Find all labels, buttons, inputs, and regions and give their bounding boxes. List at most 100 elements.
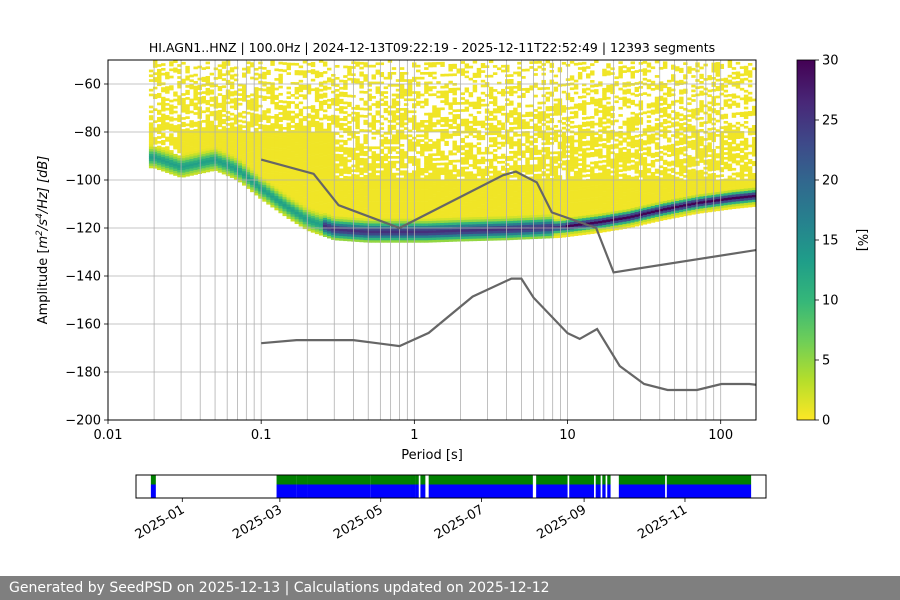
psd-cell <box>561 186 567 190</box>
psd-cell <box>331 145 336 149</box>
psd-cell <box>533 212 538 216</box>
psd-cell <box>391 139 397 142</box>
psd-cell <box>529 150 534 153</box>
psd-cell <box>460 193 466 196</box>
psd-cell <box>197 140 202 143</box>
psd-cell <box>148 110 154 114</box>
psd-cell <box>428 93 433 97</box>
psd-cell <box>343 142 348 146</box>
psd-cell <box>492 149 498 152</box>
psd-cell <box>221 128 227 132</box>
psd-cell <box>262 153 267 157</box>
psd-cell <box>339 209 344 212</box>
psd-cell <box>505 115 510 118</box>
psd-cell <box>298 161 304 165</box>
psd-cell <box>492 153 498 157</box>
psd-cell <box>331 78 336 82</box>
psd-cell <box>480 219 486 222</box>
psd-cell <box>343 197 348 201</box>
psd-cell <box>250 131 255 135</box>
psd-cell <box>476 135 482 138</box>
psd-cell <box>355 107 360 110</box>
psd-cell <box>537 228 542 232</box>
psd-cell <box>189 101 194 104</box>
psd-cell <box>314 116 320 119</box>
psd-cell <box>318 187 324 190</box>
psd-cell <box>343 151 348 155</box>
psd-cell <box>221 97 227 101</box>
psd-cell <box>213 153 219 157</box>
psd-cell <box>537 135 542 139</box>
psd-cell <box>161 140 166 143</box>
psd-cell <box>169 85 174 88</box>
psd-cell <box>355 188 360 192</box>
psd-cell <box>152 139 158 143</box>
psd-cell <box>339 106 344 109</box>
psd-cell <box>237 146 243 149</box>
psd-cell <box>557 228 563 231</box>
psd-cell <box>553 125 559 128</box>
psd-cell <box>347 171 352 175</box>
psd-cell <box>331 189 336 192</box>
psd-cell <box>488 139 494 143</box>
psd-cell <box>424 216 429 219</box>
psd-cell <box>189 151 194 155</box>
psd-cell <box>399 153 405 157</box>
psd-cell <box>197 84 202 88</box>
psd-cell <box>306 204 312 208</box>
psd-cell <box>209 72 215 76</box>
psd-cell <box>266 189 271 193</box>
psd-cell <box>205 147 211 151</box>
psd-cell <box>335 206 340 210</box>
psd-cell <box>573 113 579 116</box>
psd-cell <box>545 142 550 145</box>
psd-cell <box>448 195 453 199</box>
psd-cell <box>448 229 453 233</box>
psd-cell <box>444 102 449 106</box>
psd-cell <box>480 226 486 229</box>
psd-cell <box>383 168 389 171</box>
psd-cell <box>521 164 526 168</box>
psd-cell <box>569 214 575 218</box>
psd-cell <box>254 185 259 189</box>
psd-cell <box>233 78 239 82</box>
psd-cell <box>375 175 381 178</box>
psd-cell <box>513 182 518 185</box>
psd-cell <box>242 182 247 186</box>
psd-cell <box>177 145 182 149</box>
psd-cell <box>472 120 478 124</box>
psd-cell <box>525 171 530 175</box>
psd-cell <box>282 155 287 159</box>
psd-cell <box>327 194 332 198</box>
psd-cell <box>440 167 445 171</box>
psd-cell <box>488 74 494 78</box>
psd-cell <box>290 175 296 179</box>
psd-cell <box>391 184 397 188</box>
psd-cell <box>416 141 421 145</box>
psd-cell <box>448 179 453 182</box>
psd-cell <box>331 237 336 240</box>
psd-cell <box>310 153 316 156</box>
psd-cell <box>444 174 449 178</box>
psd-cell <box>428 179 433 183</box>
psd-cell <box>157 80 162 84</box>
psd-cell <box>488 122 494 126</box>
psd-cell <box>322 207 328 211</box>
psd-cell <box>577 208 583 212</box>
psd-cell <box>537 212 542 215</box>
psd-cell <box>314 94 320 98</box>
psd-cell <box>509 79 514 82</box>
psd-cell <box>193 172 198 175</box>
psd-cell <box>573 146 579 150</box>
psd-cell <box>262 199 267 202</box>
psd-cell <box>517 95 522 99</box>
psd-cell <box>355 116 360 120</box>
psd-cell <box>476 219 482 222</box>
psd-cell <box>480 63 486 66</box>
psd-cell <box>286 103 291 107</box>
psd-cell <box>533 217 538 220</box>
psd-cell <box>476 149 482 153</box>
psd-cell <box>428 206 433 209</box>
psd-cell <box>452 200 457 204</box>
psd-cell <box>169 104 174 108</box>
